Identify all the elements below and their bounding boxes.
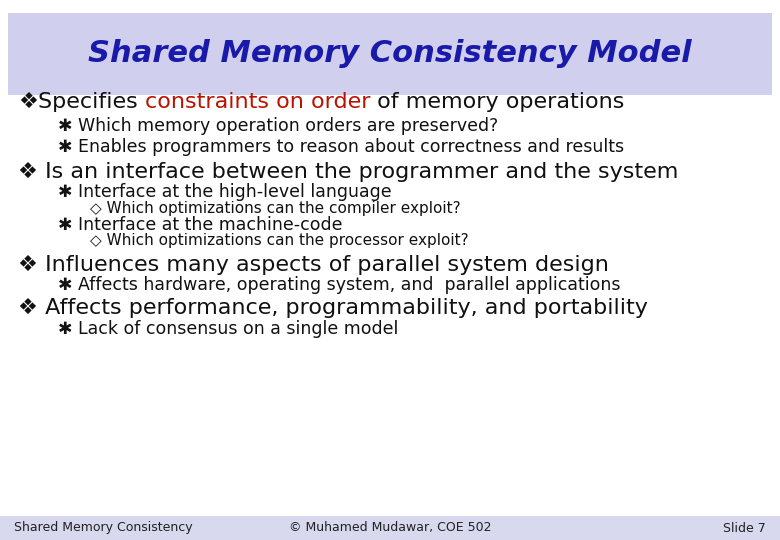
Text: ✱ Lack of consensus on a single model: ✱ Lack of consensus on a single model bbox=[58, 320, 399, 338]
Text: Slide 7: Slide 7 bbox=[723, 522, 766, 535]
Text: ❖ Affects performance, programmability, and portability: ❖ Affects performance, programmability, … bbox=[18, 298, 648, 318]
Bar bbox=[0, 516, 780, 540]
Text: ❖: ❖ bbox=[18, 92, 38, 112]
Text: ✱ Which memory operation orders are preserved?: ✱ Which memory operation orders are pres… bbox=[58, 117, 498, 135]
Text: ❖ Influences many aspects of parallel system design: ❖ Influences many aspects of parallel sy… bbox=[18, 255, 609, 275]
Text: ❖ Is an interface between the programmer and the system: ❖ Is an interface between the programmer… bbox=[18, 162, 679, 182]
Text: ✱ Affects hardware, operating system, and  parallel applications: ✱ Affects hardware, operating system, an… bbox=[58, 276, 621, 294]
Text: constraints on order: constraints on order bbox=[145, 92, 370, 112]
Bar bbox=[8, 13, 772, 95]
Text: ✱ Enables programmers to reason about correctness and results: ✱ Enables programmers to reason about co… bbox=[58, 138, 624, 156]
Text: ◇ Which optimizations can the compiler exploit?: ◇ Which optimizations can the compiler e… bbox=[90, 200, 461, 215]
Text: ✱ Interface at the high-level language: ✱ Interface at the high-level language bbox=[58, 183, 392, 201]
Text: © Muhamed Mudawar, COE 502: © Muhamed Mudawar, COE 502 bbox=[289, 522, 491, 535]
Text: Shared Memory Consistency: Shared Memory Consistency bbox=[14, 522, 193, 535]
Text: Shared Memory Consistency Model: Shared Memory Consistency Model bbox=[88, 39, 692, 69]
Text: ◇ Which optimizations can the processor exploit?: ◇ Which optimizations can the processor … bbox=[90, 233, 469, 248]
Text: ✱ Interface at the machine-code: ✱ Interface at the machine-code bbox=[58, 216, 342, 234]
Text: of memory operations: of memory operations bbox=[370, 92, 625, 112]
Text: Specifies: Specifies bbox=[38, 92, 145, 112]
